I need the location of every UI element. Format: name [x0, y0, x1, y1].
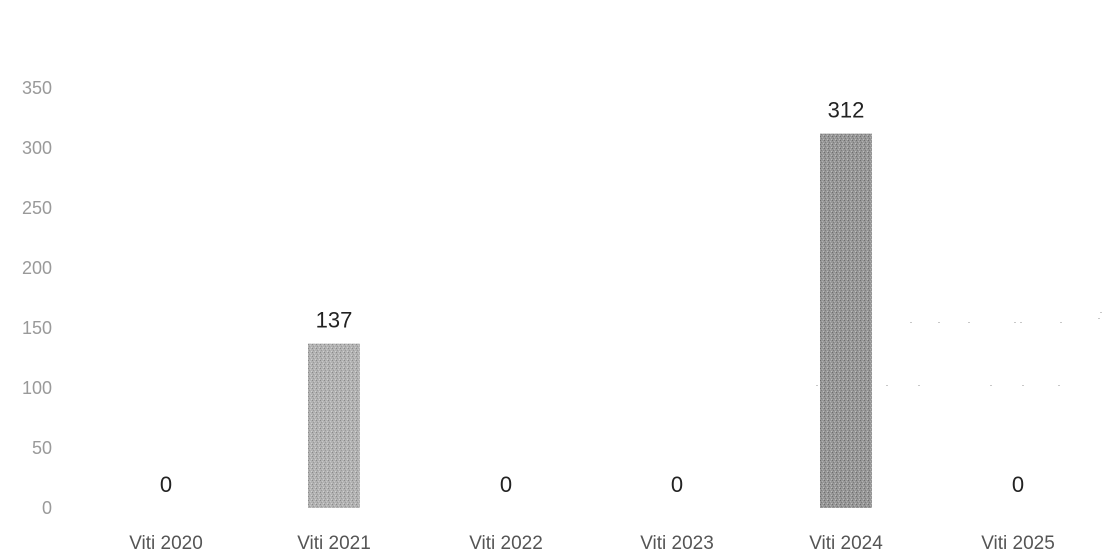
y-tick-label: 200: [22, 258, 52, 278]
data-label: 0: [500, 472, 512, 497]
scan-speckle: [1014, 322, 1016, 323]
scan-speckle: [1100, 312, 1102, 313]
y-tick-label: 50: [32, 438, 52, 458]
scan-speckle: [1058, 385, 1060, 386]
data-label: 0: [671, 472, 683, 497]
scan-speckle: [968, 322, 970, 323]
x-axis: Viti 2020 Viti 2021 Viti 2022 Viti 2023 Viti…: [129, 533, 1055, 554]
data-label: 0: [160, 472, 172, 497]
scan-speckle: [1098, 318, 1100, 319]
scan-speckle: [1020, 322, 1022, 323]
y-axis: 0 50 100 150 200 250 300 350: [22, 78, 52, 518]
y-tick-label: 250: [22, 198, 52, 218]
scan-speckle: [1060, 322, 1062, 323]
y-tick-label: 100: [22, 378, 52, 398]
bar-viti-2021: [308, 343, 360, 508]
scan-speckle: [910, 322, 912, 323]
scan-speckle: [816, 385, 818, 386]
data-label: 312: [828, 98, 865, 123]
scan-noise: [816, 312, 1102, 386]
x-tick-label: Viti 2023: [640, 533, 714, 554]
x-tick-label: Viti 2024: [809, 533, 883, 554]
x-tick-label: Viti 2025: [981, 533, 1055, 554]
data-labels: 0 137 0 0 312 0: [160, 98, 1024, 497]
scan-speckle: [1022, 385, 1024, 386]
x-tick-label: Viti 2022: [469, 533, 543, 554]
x-tick-label: Viti 2020: [129, 533, 203, 554]
y-tick-label: 0: [42, 498, 52, 518]
x-tick-label: Viti 2021: [297, 533, 371, 554]
bar-viti-2024: [820, 133, 872, 508]
scan-speckle: [918, 385, 920, 386]
y-tick-label: 150: [22, 318, 52, 338]
bars: [308, 133, 872, 508]
scan-speckle: [938, 322, 940, 323]
data-label: 0: [1012, 472, 1024, 497]
y-tick-label: 300: [22, 138, 52, 158]
scan-speckle: [886, 385, 888, 386]
y-tick-label: 350: [22, 78, 52, 98]
data-label: 137: [316, 308, 353, 333]
scan-speckle: [990, 385, 992, 386]
